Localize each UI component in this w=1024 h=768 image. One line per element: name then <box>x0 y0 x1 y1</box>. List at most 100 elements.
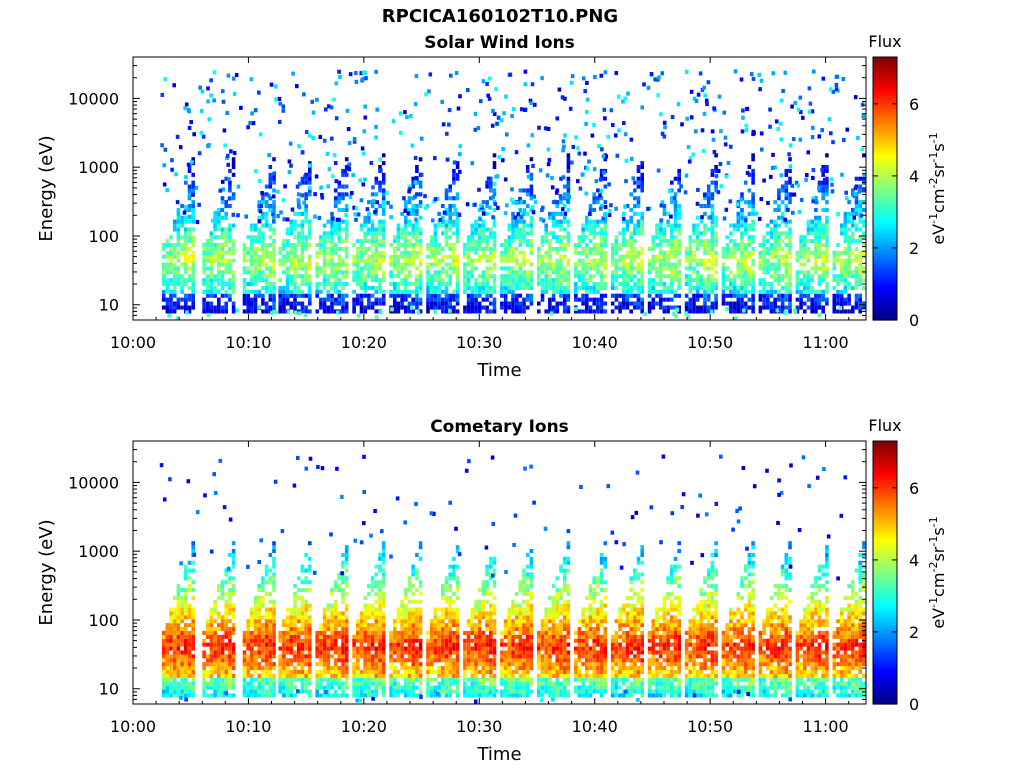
heatmap-cell <box>481 235 486 240</box>
heatmap-cell <box>762 239 766 244</box>
heatmap-cell <box>784 262 789 267</box>
heatmap-cell <box>393 246 397 251</box>
heatmap-cell <box>817 266 822 271</box>
heatmap-cell <box>485 282 489 287</box>
heatmap-cell <box>544 274 548 279</box>
heatmap-cell <box>378 184 382 189</box>
heatmap-cell <box>418 192 423 197</box>
heatmap-cell <box>585 223 589 228</box>
heatmap-cell <box>209 301 214 306</box>
heatmap-cell <box>796 107 801 112</box>
heatmap-cell <box>699 285 704 290</box>
heatmap-cell <box>640 285 644 290</box>
heatmap-cell <box>352 270 356 275</box>
heatmap-cell <box>176 270 181 275</box>
heatmap-cell <box>202 243 206 248</box>
heatmap-cell <box>780 309 785 314</box>
heatmap-cell <box>585 250 589 255</box>
heatmap-cell <box>272 619 276 624</box>
heatmap-cell <box>585 235 589 240</box>
heatmap-cell <box>758 87 762 92</box>
heatmap-cell <box>172 685 177 690</box>
heatmap-cell <box>261 623 265 628</box>
heatmap-cell <box>400 243 404 248</box>
heatmap-cell <box>599 204 604 209</box>
heatmap-cell <box>217 266 221 271</box>
heatmap-cell <box>477 305 482 310</box>
heatmap-cell <box>806 250 811 255</box>
heatmap-cell <box>780 305 785 310</box>
heatmap-cell <box>441 258 445 263</box>
heatmap-cell <box>607 212 612 217</box>
heatmap-cell <box>250 309 254 314</box>
heatmap-cell <box>817 250 822 255</box>
heatmap-cell <box>172 646 177 651</box>
heatmap-cell <box>817 278 822 283</box>
heatmap-cell <box>806 254 811 259</box>
heatmap-cell <box>629 274 633 279</box>
heatmap-cell <box>455 285 460 290</box>
heatmap-cell <box>777 207 781 212</box>
heatmap-cell <box>525 192 530 197</box>
heatmap-cell <box>285 227 290 232</box>
heatmap-cell <box>403 208 407 213</box>
heatmap-cell <box>695 274 700 279</box>
heatmap-cell <box>601 216 605 221</box>
heatmap-cell <box>333 219 338 224</box>
heatmap-cell <box>253 638 258 643</box>
heatmap-cell <box>184 250 188 255</box>
heatmap-cell <box>670 223 674 228</box>
heatmap-cell <box>363 250 367 255</box>
heatmap-cell <box>703 266 707 271</box>
heatmap-cell <box>537 125 541 130</box>
heatmap-cell <box>825 231 829 236</box>
heatmap-cell <box>278 301 282 306</box>
heatmap-cell <box>817 219 822 224</box>
heatmap-cell <box>232 150 237 155</box>
heatmap-cell <box>529 239 534 244</box>
heatmap-cell <box>187 669 192 674</box>
heatmap-cell <box>470 305 475 310</box>
heatmap-cell <box>187 634 192 639</box>
heatmap-cell <box>603 282 608 287</box>
heatmap-cell <box>324 107 328 112</box>
heatmap-cell <box>393 258 397 263</box>
heatmap-cell <box>180 599 184 604</box>
heatmap-cell <box>176 584 181 589</box>
heatmap-cell <box>736 223 741 228</box>
heatmap-cell <box>426 274 430 279</box>
heatmap-cell <box>202 689 206 694</box>
heatmap-cell <box>261 246 265 251</box>
heatmap-cell <box>176 278 181 283</box>
heatmap-cell <box>268 165 273 170</box>
heatmap-cell <box>381 223 386 228</box>
y-tick-label: 10 <box>99 296 119 315</box>
heatmap-cell <box>191 638 195 643</box>
heatmap-cell <box>555 270 560 275</box>
heatmap-cell <box>555 305 560 310</box>
heatmap-cell <box>675 307 680 312</box>
heatmap-cell <box>389 254 393 259</box>
heatmap-cell <box>562 293 567 298</box>
heatmap-cell <box>492 282 497 287</box>
heatmap-cell <box>187 638 192 643</box>
heatmap-cell <box>374 254 379 259</box>
heatmap-cell <box>773 243 777 248</box>
heatmap-cell <box>525 305 530 310</box>
heatmap-cell <box>270 310 274 315</box>
heatmap-cell <box>272 305 276 310</box>
heatmap-cell <box>773 246 777 251</box>
heatmap-cell <box>415 301 419 306</box>
heatmap-cell <box>781 88 785 93</box>
heatmap-cell <box>514 235 519 240</box>
heatmap-cell <box>165 278 170 283</box>
heatmap-cell <box>389 270 393 275</box>
heatmap-cell <box>308 262 312 267</box>
heatmap-cell <box>780 200 785 205</box>
heatmap-cell <box>751 76 756 81</box>
heatmap-cell <box>493 202 498 207</box>
heatmap-cell <box>544 254 548 259</box>
heatmap-cell <box>246 301 250 306</box>
heatmap-cell <box>285 274 290 279</box>
heatmap-cell <box>445 157 450 162</box>
